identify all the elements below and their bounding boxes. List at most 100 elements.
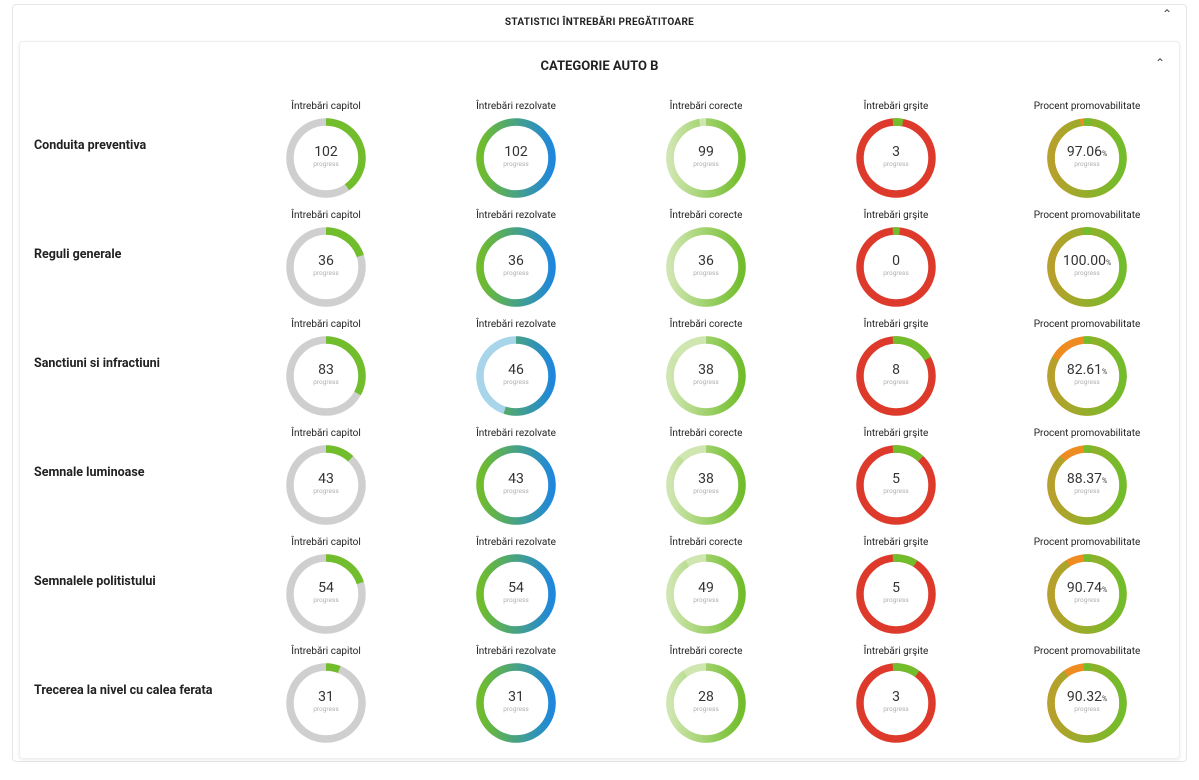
ring-progress-arc [286, 227, 366, 307]
progress-number: 90.74 [1066, 580, 1103, 596]
stat-cell-corecte: Întrebări corecte 36 progress [621, 209, 791, 308]
progress-number: 97.06 [1066, 144, 1103, 160]
progress-ring [666, 554, 746, 634]
progress-sublabel: progress [313, 269, 339, 277]
progress-value: 36 [665, 253, 747, 269]
progress-sublabel: progress [503, 378, 529, 386]
progress-number: 54 [318, 580, 334, 596]
progress-ring [856, 554, 936, 634]
progress-ring-container: 31 progress [285, 662, 367, 744]
progress-value: 90.32% [1046, 689, 1128, 707]
progress-ring-container: 100.00% progress [1046, 226, 1128, 308]
progress-ring-container: 97.06% progress [1046, 117, 1128, 199]
ring-progress-arc [476, 663, 556, 743]
progress-value: 36 [475, 253, 557, 269]
percent-sign: % [1102, 150, 1108, 158]
stat-cell-capitol: Întrebări capitol 36 progress [241, 209, 411, 308]
ring-progress-arc [476, 554, 556, 634]
stat-cell-capitol: Întrebări capitol 102 progress [241, 100, 411, 199]
stat-row: Sanctiuni si infractiuni Întrebări capito… [20, 318, 1179, 427]
progress-ring-container: 46 progress [475, 335, 557, 417]
progress-ring-container: 82.61% progress [1046, 335, 1128, 417]
progress-value: 90.74% [1046, 580, 1128, 598]
progress-sublabel: progress [503, 269, 529, 277]
progress-value: 82.61% [1046, 362, 1128, 380]
progress-ring [666, 336, 746, 416]
chevron-up-icon[interactable]: ⌃ [1154, 56, 1165, 70]
ring-progress-arc [666, 118, 746, 198]
progress-ring-container: 90.74% progress [1046, 553, 1128, 635]
stat-label: Întrebări corecte [669, 101, 743, 112]
stat-cell-gresite: Întrebări grşite 8 progress [811, 318, 981, 417]
ring-top-marker [1047, 336, 1127, 416]
stat-cell-capitol: Întrebări capitol 31 progress [241, 645, 411, 744]
progress-value: 3 [855, 689, 937, 705]
stat-label: Întrebări rezolvate [476, 646, 556, 657]
progress-sublabel: progress [693, 378, 719, 386]
progress-ring-container: 5 progress [855, 444, 937, 526]
stat-cell-corecte: Întrebări corecte 99 progress [621, 100, 791, 199]
progress-ring-container: 99 progress [665, 117, 747, 199]
progress-ring [476, 445, 556, 525]
progress-value: 3 [855, 144, 937, 160]
stat-label: Întrebări corecte [669, 319, 743, 330]
stat-label: Întrebări rezolvate [476, 210, 556, 221]
stat-label: Întrebări grşite [863, 210, 929, 221]
progress-number: 99 [698, 144, 714, 160]
percent-sign: % [1102, 695, 1108, 703]
progress-sublabel: progress [313, 596, 339, 604]
progress-sublabel: progress [693, 487, 719, 495]
stat-cell-corecte: Întrebări corecte 49 progress [621, 536, 791, 635]
progress-number: 0 [892, 253, 900, 269]
progress-value: 43 [475, 471, 557, 487]
stat-cell-gresite: Întrebări grşite 5 progress [811, 427, 981, 526]
progress-ring-container: 54 progress [285, 553, 367, 635]
progress-sublabel: progress [883, 378, 909, 386]
progress-ring [286, 554, 366, 634]
stat-cell-gresite: Întrebări grşite 3 progress [811, 645, 981, 744]
progress-ring-container: 31 progress [475, 662, 557, 744]
progress-ring [286, 663, 366, 743]
stat-label: Întrebări capitol [291, 428, 361, 439]
progress-value: 88.37% [1046, 471, 1128, 489]
category-card: CATEGORIE AUTO B ⌃ Conduita preventiva În… [19, 41, 1180, 759]
progress-number: 82.61 [1066, 362, 1103, 378]
stat-cell-corecte: Întrebări corecte 38 progress [621, 427, 791, 526]
stat-label: Întrebări capitol [291, 537, 361, 548]
stat-row: Semnale luminoase Întrebări capitol 43 prog… [20, 427, 1179, 536]
progress-number: 102 [314, 144, 338, 160]
progress-number: 100.00 [1062, 253, 1106, 269]
stat-label: Întrebări capitol [291, 101, 361, 112]
row-title: Conduita preventiva [34, 138, 147, 153]
progress-ring-container: 36 progress [285, 226, 367, 308]
progress-ring [476, 554, 556, 634]
panel-title: STATISTICI ÎNTREBĂRI PREGĂTITOARE [504, 17, 695, 28]
progress-ring [476, 663, 556, 743]
progress-value: 36 [285, 253, 367, 269]
progress-sublabel: progress [1074, 160, 1100, 168]
stat-label: Întrebări rezolvate [476, 101, 556, 112]
progress-value: 54 [285, 580, 367, 596]
stat-cell-gresite: Întrebări grşite 0 progress [811, 209, 981, 308]
progress-sublabel: progress [503, 487, 529, 495]
progress-ring [666, 445, 746, 525]
ring-progress-arc [666, 663, 746, 743]
progress-ring-container: 0 progress [855, 226, 937, 308]
chevron-up-icon[interactable]: ⌃ [1161, 7, 1172, 21]
progress-sublabel: progress [503, 705, 529, 713]
progress-ring-container: 102 progress [475, 117, 557, 199]
progress-number: 102 [504, 144, 528, 160]
progress-sublabel: progress [503, 160, 529, 168]
progress-number: 46 [508, 362, 524, 378]
progress-value: 0 [855, 253, 937, 269]
progress-ring [1047, 227, 1127, 307]
progress-ring [476, 227, 556, 307]
progress-number: 54 [508, 580, 524, 596]
progress-ring [666, 118, 746, 198]
ring-progress-arc [666, 227, 746, 307]
progress-ring-container: 5 progress [855, 553, 937, 635]
progress-sublabel: progress [693, 160, 719, 168]
progress-ring [286, 336, 366, 416]
row-title: Trecerea la nivel cu calea ferata [34, 683, 213, 698]
progress-number: 3 [892, 689, 900, 705]
